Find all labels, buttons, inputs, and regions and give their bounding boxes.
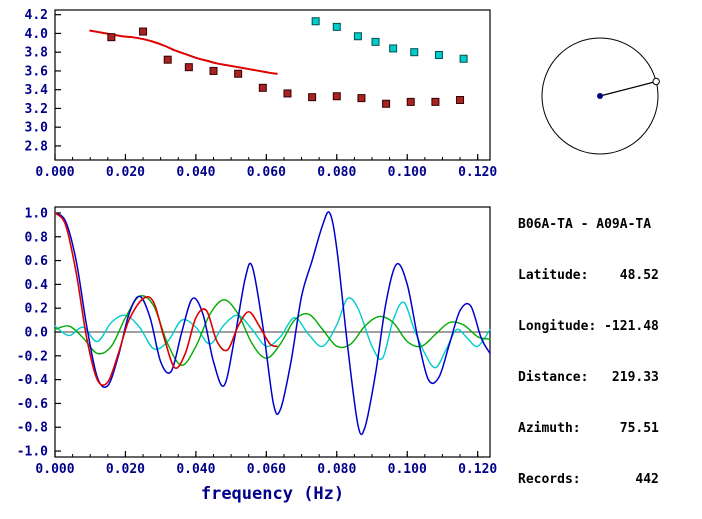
waveform-chart: 0.000 0.020 0.040 0.060 0.080 0.100 0.120 -1.0 -… — [17, 206, 497, 504]
plot-frame — [54, 9, 491, 161]
group-velocity-picks-red-marker — [382, 99, 391, 108]
x-tick-label: 0.080 — [317, 462, 356, 477]
group-velocity-picks-red-marker — [406, 97, 415, 106]
longitude-line: Longitude: -121.48 — [518, 319, 659, 334]
y-tick-label: 2.8 — [25, 139, 49, 154]
x-tick-label: 0.120 — [458, 462, 497, 477]
station-pair-title: B06A-TA - A09A-TA — [518, 217, 652, 232]
x-tick-label: 0.120 — [458, 165, 497, 180]
y-tick-label: -0.4 — [17, 373, 48, 388]
x-tick-label: 0.040 — [176, 165, 215, 180]
phase-velocity-picks-cyan-marker — [459, 54, 468, 63]
green-trace — [54, 295, 491, 367]
y-tick-label: 3.4 — [25, 83, 49, 98]
y-tick-label: 3.2 — [25, 102, 48, 117]
y-tick-label: 0.8 — [25, 230, 49, 245]
x-tick-label: 0.020 — [106, 165, 145, 180]
phase-velocity-picks-cyan-marker — [332, 22, 341, 31]
y-tick-label: 0.4 — [25, 278, 49, 293]
group-velocity-picks-red-marker — [456, 96, 465, 104]
y-tick-label: 0.2 — [25, 302, 48, 317]
reference-dispersion-line — [89, 29, 278, 75]
x-axis-label: frequency (Hz) — [201, 484, 344, 504]
y-tick-label: 4.2 — [25, 8, 48, 23]
azimuth-circle — [541, 37, 659, 155]
y-tick-label: 3.8 — [25, 46, 49, 61]
phase-velocity-picks-cyan-marker — [353, 32, 362, 41]
y-tick-label: -0.8 — [17, 421, 48, 436]
records-line: Records: 442 — [518, 472, 659, 487]
phase-velocity-picks-cyan-marker — [434, 51, 443, 59]
blue-trace — [54, 211, 491, 436]
phase-velocity-picks-cyan-marker — [410, 48, 419, 57]
group-velocity-picks-red-marker — [234, 69, 243, 78]
y-tick-label: 1.0 — [25, 206, 49, 221]
phase-velocity-picks-cyan-marker — [389, 44, 398, 53]
station-center-dot — [597, 93, 603, 99]
azimuth-ray — [599, 80, 657, 97]
y-tick-label: 3.0 — [25, 121, 49, 136]
distance-line: Distance: 219.33 — [518, 370, 659, 385]
group-velocity-picks-red-marker — [163, 55, 172, 64]
info-panel: B06A-TA - A09A-TA Latitude: 48.52 Longit… — [518, 182, 659, 505]
phase-velocity-picks-cyan-marker — [371, 37, 380, 46]
azimuth-diagram — [541, 37, 660, 155]
x-tick-label: 0.020 — [106, 462, 145, 477]
x-tick-label: 0.040 — [176, 462, 215, 477]
group-velocity-picks-red-marker — [258, 83, 267, 92]
cyan-trace — [54, 297, 491, 369]
group-velocity-picks-red-marker — [209, 66, 218, 75]
latitude-line: Latitude: 48.52 — [518, 268, 659, 283]
y-tick-label: -0.6 — [17, 397, 48, 412]
azimuth-line: Azimuth: 75.51 — [518, 421, 659, 436]
y-tick-label: -1.0 — [17, 445, 48, 460]
dispersion-chart: 0.000 0.020 0.040 0.060 0.080 0.100 0.120 2.8 3.… — [25, 8, 498, 180]
group-velocity-picks-red-marker — [357, 94, 366, 103]
x-tick-label: 0.060 — [247, 462, 286, 477]
x-tick-label: 0.100 — [388, 462, 427, 477]
x-tick-label: 0.000 — [35, 165, 74, 180]
y-tick-label: 0.6 — [25, 254, 49, 269]
y-tick-label: -0.2 — [17, 349, 48, 364]
station-edge-marker — [652, 77, 660, 86]
plot-frame — [54, 206, 491, 458]
group-velocity-picks-red-marker — [107, 33, 116, 42]
group-velocity-picks-red-marker — [308, 93, 317, 102]
phase-velocity-picks-cyan-marker — [311, 17, 320, 26]
x-tick-label: 0.000 — [35, 462, 74, 477]
x-tick-label: 0.080 — [317, 165, 356, 180]
group-velocity-picks-red-marker — [184, 63, 193, 72]
group-velocity-picks-red-marker — [431, 97, 440, 106]
group-velocity-picks-red-marker — [283, 89, 292, 98]
y-tick-label: 4.0 — [25, 27, 49, 42]
group-velocity-picks-red-marker — [332, 92, 341, 101]
group-velocity-picks-red-marker — [139, 27, 148, 36]
y-tick-label: 0.0 — [25, 326, 49, 341]
x-tick-label: 0.060 — [247, 165, 286, 180]
x-tick-label: 0.100 — [388, 165, 427, 180]
red-trace — [54, 212, 278, 386]
y-tick-label: 3.6 — [25, 64, 49, 79]
